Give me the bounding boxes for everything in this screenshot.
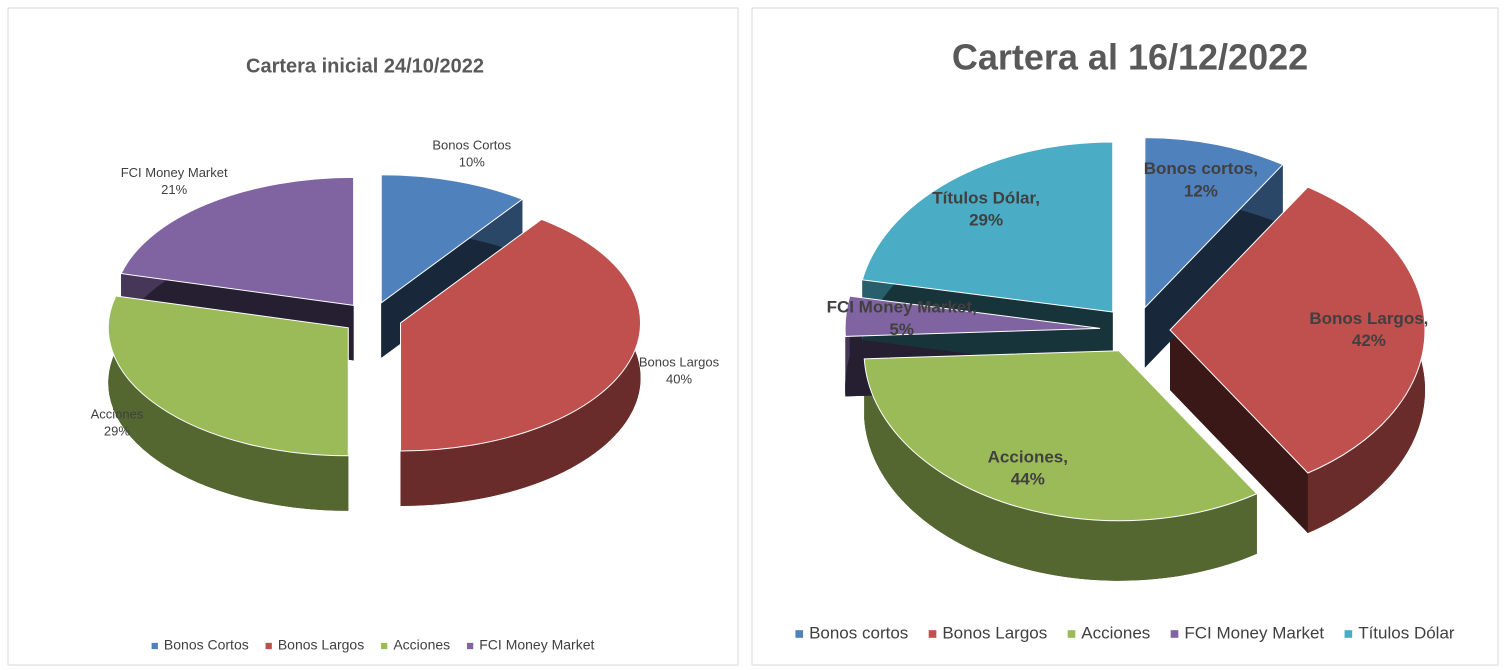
data-label: Acciones, 44% bbox=[988, 448, 1068, 489]
legend-label: FCI Money Market bbox=[1184, 623, 1324, 642]
data-label-value: 10% bbox=[459, 155, 485, 170]
data-label-category: FCI Money Market bbox=[121, 166, 228, 181]
data-label-separator: , bbox=[1424, 309, 1429, 328]
data-label-separator: , bbox=[1063, 448, 1068, 467]
data-label-category: Bonos cortos bbox=[1144, 160, 1254, 179]
data-label-value: 21% bbox=[161, 183, 187, 198]
pie-slice bbox=[400, 218, 641, 452]
pie-slice bbox=[1144, 137, 1284, 309]
data-label: Acciones 29% bbox=[91, 407, 144, 439]
data-label-category: FCI Money Market bbox=[827, 298, 973, 317]
data-label-category: Bonos Largos bbox=[1309, 309, 1423, 328]
data-label-separator: , bbox=[1253, 160, 1258, 179]
data-label: Títulos Dólar, 29% bbox=[932, 189, 1040, 230]
legend-label: Bonos Largos bbox=[278, 637, 364, 653]
slice-wall bbox=[1170, 330, 1308, 534]
pie-slice bbox=[120, 176, 355, 306]
chart-title: Cartera inicial 24/10/2022 bbox=[246, 55, 484, 77]
legend-swatch bbox=[466, 642, 474, 650]
data-label-value: 29% bbox=[969, 211, 1003, 230]
legend-label: Bonos cortos bbox=[809, 623, 908, 642]
data-label: FCI Money Market, 5% bbox=[827, 298, 977, 339]
pie-slice bbox=[1169, 186, 1426, 474]
data-label: FCI Money Market 21% bbox=[121, 166, 228, 198]
data-label-separator: , bbox=[972, 298, 977, 317]
legend: Bonos cortos Bonos Largos Acciones FCI Mone… bbox=[795, 623, 1455, 642]
legend-label: FCI Money Market bbox=[479, 637, 594, 653]
data-label-value: 40% bbox=[666, 372, 692, 387]
data-label-value: 12% bbox=[1184, 182, 1218, 201]
legend-label: Bonos Largos bbox=[942, 623, 1047, 642]
data-label-category: Acciones bbox=[988, 448, 1064, 467]
data-label-value: 42% bbox=[1352, 331, 1386, 350]
pie-slice bbox=[861, 141, 1114, 313]
data-label-separator: , bbox=[1035, 189, 1040, 208]
legend-label: Títulos Dólar bbox=[1358, 623, 1455, 642]
data-label-value: 44% bbox=[1011, 470, 1045, 489]
data-label-category: Títulos Dólar bbox=[932, 189, 1036, 208]
data-label: Bonos cortos, 12% bbox=[1144, 160, 1258, 201]
legend: Bonos Cortos Bonos Largos Acciones FCI Mone… bbox=[151, 637, 595, 653]
slice-side bbox=[108, 295, 349, 511]
pie-slice bbox=[863, 350, 1258, 522]
pie-slice bbox=[380, 174, 524, 304]
chart-title: Cartera al 16/12/2022 bbox=[952, 37, 1308, 78]
legend-swatch bbox=[1170, 630, 1179, 638]
legend-swatch bbox=[795, 630, 804, 638]
data-label-category: Bonos Largos bbox=[639, 355, 720, 370]
legend-swatch bbox=[1067, 630, 1076, 638]
legend-swatch bbox=[1344, 630, 1353, 638]
slice-wall bbox=[1144, 164, 1283, 368]
pie-slice bbox=[844, 295, 1101, 337]
legend-swatch bbox=[151, 642, 158, 650]
slice-side bbox=[864, 358, 1257, 581]
data-label: Bonos Largos 40% bbox=[639, 355, 720, 387]
legend-swatch bbox=[265, 642, 272, 650]
legend-label: Acciones bbox=[1081, 623, 1150, 642]
data-label-category: Bonos Cortos bbox=[432, 138, 511, 153]
data-label: Bonos Cortos 10% bbox=[432, 138, 511, 170]
data-label-value: 5% bbox=[889, 320, 914, 339]
legend-label: Acciones bbox=[393, 637, 450, 653]
pie-slice bbox=[107, 295, 349, 457]
data-label-category: Acciones bbox=[91, 407, 144, 422]
data-label-value: 29% bbox=[104, 424, 130, 439]
legend-swatch bbox=[928, 630, 937, 638]
data-label: Bonos Largos, 42% bbox=[1309, 309, 1428, 350]
legend-swatch bbox=[381, 642, 388, 650]
legend-label: Bonos Cortos bbox=[164, 637, 249, 653]
